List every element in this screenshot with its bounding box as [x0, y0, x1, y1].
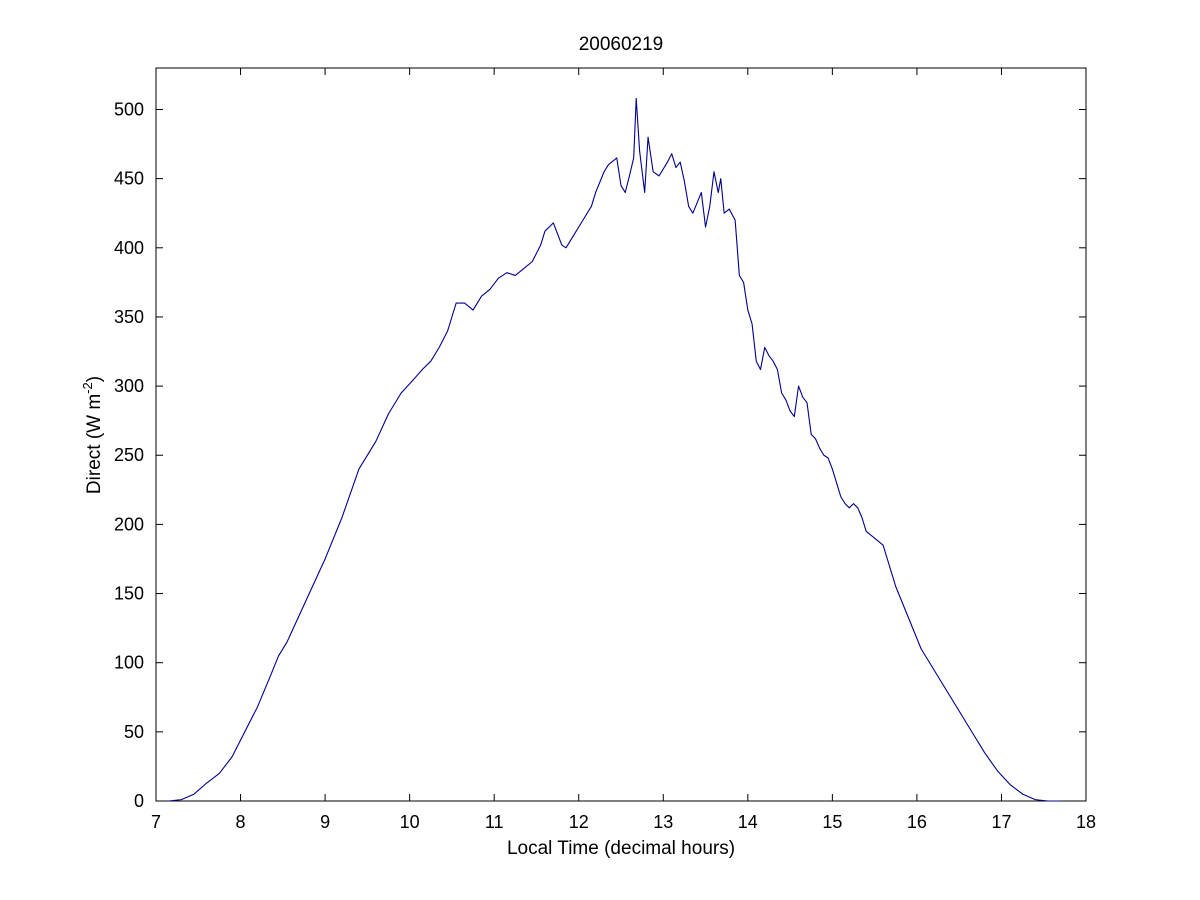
y-tick-label-4: 200: [114, 514, 144, 534]
y-tick-label-1: 50: [124, 722, 144, 742]
x-axis-title: Local Time (decimal hours): [507, 838, 735, 859]
x-tick-label-9: 16: [907, 812, 927, 832]
x-tick-label-0: 7: [151, 812, 161, 832]
y-tick-label-6: 300: [114, 376, 144, 396]
series-line-direct: [168, 97, 1061, 802]
y-tick-label-2: 100: [114, 653, 144, 673]
y-tick-label-3: 150: [114, 584, 144, 604]
y-axis-title-superscript: -2: [80, 382, 95, 394]
chart-title: 20060219: [579, 34, 664, 55]
x-tick-label-6: 13: [653, 812, 673, 832]
x-tick-label-10: 17: [991, 812, 1011, 832]
x-tick-label-3: 10: [400, 812, 420, 832]
x-tick-label-11: 18: [1076, 812, 1096, 832]
y-tick-label-0: 0: [134, 791, 144, 811]
y-tick-label-9: 450: [114, 169, 144, 189]
y-axis-title: Direct (W m-2): [80, 376, 105, 494]
x-tick-label-7: 14: [738, 812, 758, 832]
y-axis-title-main: Direct (W m: [84, 394, 105, 494]
y-tick-label-8: 400: [114, 238, 144, 258]
y-tick-label-10: 500: [114, 99, 144, 119]
x-axis: 7 8 9 10 11 12 13 14 15 16 17 18: [151, 68, 1096, 832]
x-tick-label-2: 9: [320, 812, 330, 832]
x-tick-label-5: 12: [569, 812, 589, 832]
plot-area: [155, 67, 1087, 802]
y-axis: 0 50 100 150 200 250 300 350 400 450 500: [114, 99, 1086, 811]
x-tick-label-8: 15: [822, 812, 842, 832]
y-tick-label-7: 350: [114, 307, 144, 327]
x-tick-label-1: 8: [236, 812, 246, 832]
x-tick-label-4: 11: [485, 812, 504, 832]
y-axis-title-close: ): [84, 376, 105, 382]
y-tick-label-5: 250: [114, 445, 144, 465]
